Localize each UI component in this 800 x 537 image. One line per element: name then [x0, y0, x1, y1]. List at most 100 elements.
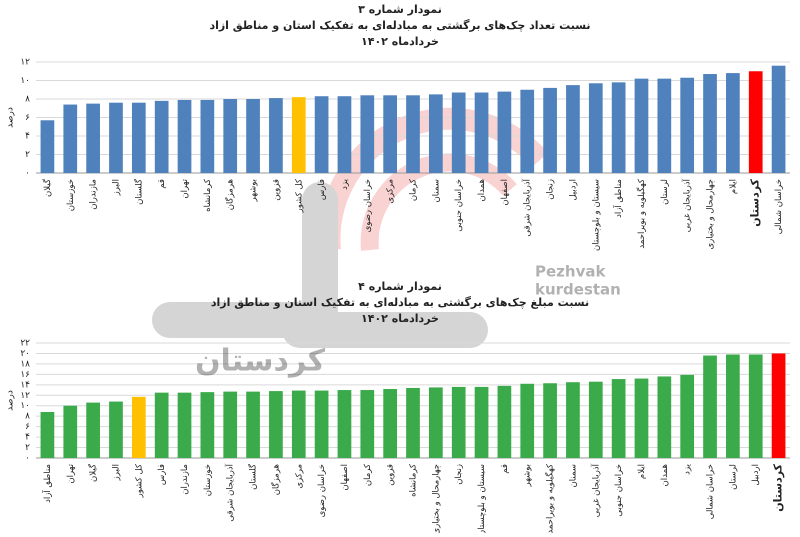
bar [177, 392, 192, 458]
x-tick-label: سیستان و بلوچستان [591, 179, 601, 251]
x-tick-label: زنجان [454, 464, 464, 485]
bar [588, 381, 603, 458]
x-tick-label: البرز [111, 179, 121, 196]
bar [131, 396, 146, 458]
x-tick-label: تهران [180, 178, 190, 198]
bar [748, 354, 763, 458]
x-tick-label: گلستان [248, 463, 259, 490]
x-tick-label: هرمزگان [225, 179, 236, 210]
y-tick-label: ۶ [25, 422, 30, 432]
x-tick-label: خراسان شمالی [706, 464, 716, 519]
bar [497, 91, 512, 173]
y-tick-label: ۱۰ [20, 401, 30, 411]
y-tick-label: ۱۲ [20, 391, 30, 401]
y-tick-label: ۰ [25, 169, 30, 179]
bar [360, 95, 375, 173]
x-tick-label: کردستان [749, 178, 762, 226]
x-tick-label: مرکزی [386, 179, 396, 204]
x-tick-label: مازندران [180, 464, 190, 495]
bar [771, 65, 786, 173]
x-tick-label: قزوین [271, 179, 281, 201]
bar [314, 96, 329, 173]
bar [451, 386, 466, 458]
x-tick-label: سیستان و بلوچستان [477, 464, 487, 533]
x-tick-label: چهارمحال و بختیاری [706, 179, 716, 250]
bar [63, 104, 78, 173]
y-tick-label: ۲۲ [20, 339, 30, 349]
bar [109, 102, 123, 173]
x-tick-label: کرمانشاه [409, 463, 419, 497]
x-tick-label: همدان [660, 464, 670, 486]
x-tick-label: یزد [340, 178, 350, 189]
x-tick-label: فارس [317, 179, 327, 200]
x-tick-label: خراسان جنوبی [454, 179, 464, 232]
bar [86, 103, 100, 173]
chart-date: خردادماه ۱۴۰۲ [361, 35, 439, 48]
bar [383, 95, 398, 173]
x-tick-label: خراسان رضوی [317, 464, 327, 517]
x-tick-label: قم [157, 179, 167, 189]
bar [497, 385, 512, 458]
x-tick-label: خراسان جنوبی [614, 464, 624, 517]
bar [406, 95, 420, 173]
x-tick-label: کرمان [363, 463, 373, 486]
x-tick-label: بوشهر [523, 464, 533, 488]
bar [406, 387, 420, 458]
x-tick-label: اردبیل [568, 179, 578, 201]
x-tick-label: ایلام [728, 179, 738, 194]
x-tick-label: تهران [66, 463, 76, 483]
bar [131, 102, 146, 173]
x-tick-label: قم [500, 464, 510, 474]
bar [566, 85, 580, 173]
bar [40, 120, 55, 173]
x-tick-label: قزوین [386, 464, 396, 486]
bar [611, 82, 626, 173]
bar [246, 391, 260, 458]
y-tick-label: ۲ [25, 443, 30, 453]
x-tick-label: ایلام [637, 464, 647, 479]
bar [520, 89, 535, 173]
y-tick-label: ۱۲ [20, 58, 30, 68]
bar [611, 379, 626, 458]
x-tick-label: کهگیلویه و بویراحمد [545, 463, 556, 533]
x-tick-label: مرکزی [294, 464, 304, 489]
chart-subtitle: نسبت مبلغ چک‌های برگشتی به مبادله‌ای به … [211, 296, 589, 309]
x-tick-label: زنجان [546, 179, 556, 200]
x-tick-label: بوشهر [249, 179, 259, 203]
watermark-brand: Pezhvak [535, 263, 606, 281]
x-tick-label: گلستان [133, 178, 144, 205]
x-tick-label: کهگیلویه و بویراحمد [636, 178, 647, 249]
bar [771, 353, 786, 458]
x-tick-label: مناطق آزاد [612, 179, 624, 218]
y-tick-label: ۶ [25, 113, 30, 123]
y-tick-label: ۴ [25, 433, 30, 443]
bar [748, 71, 763, 173]
chart-date: خردادماه ۱۴۰۲ [361, 312, 439, 325]
bar [223, 99, 238, 173]
x-tick-label: کل کشور [294, 178, 304, 213]
x-tick-label: خراسان رضوی [363, 179, 373, 232]
bar [360, 390, 375, 458]
bar [703, 355, 717, 458]
bar [40, 412, 55, 458]
bar [177, 99, 192, 173]
chart-title: نمودار شماره ۴ [358, 280, 442, 293]
x-tick-label: مناطق آزاد [41, 464, 53, 503]
x-tick-label: کردستان [772, 463, 785, 511]
y-tick-label: ۴ [25, 132, 30, 142]
x-tick-label: آذربایجان شرقی [224, 463, 236, 521]
x-tick-label: البرز [111, 464, 121, 481]
watermark-text: Pezhvak kurdestan کردستان [195, 263, 621, 379]
x-tick-label: سمنان [431, 179, 441, 202]
x-tick-label: یزد [683, 463, 693, 474]
bar [291, 390, 306, 458]
chart-title: نمودار شماره ۳ [358, 3, 442, 16]
x-tick-label: کل کشور [134, 463, 144, 498]
bar [726, 354, 740, 458]
bar [543, 87, 557, 173]
y-axis-label: درصد [6, 107, 16, 128]
bar [634, 378, 649, 458]
x-tick-label: گیلان [88, 463, 99, 482]
bar [200, 392, 215, 458]
